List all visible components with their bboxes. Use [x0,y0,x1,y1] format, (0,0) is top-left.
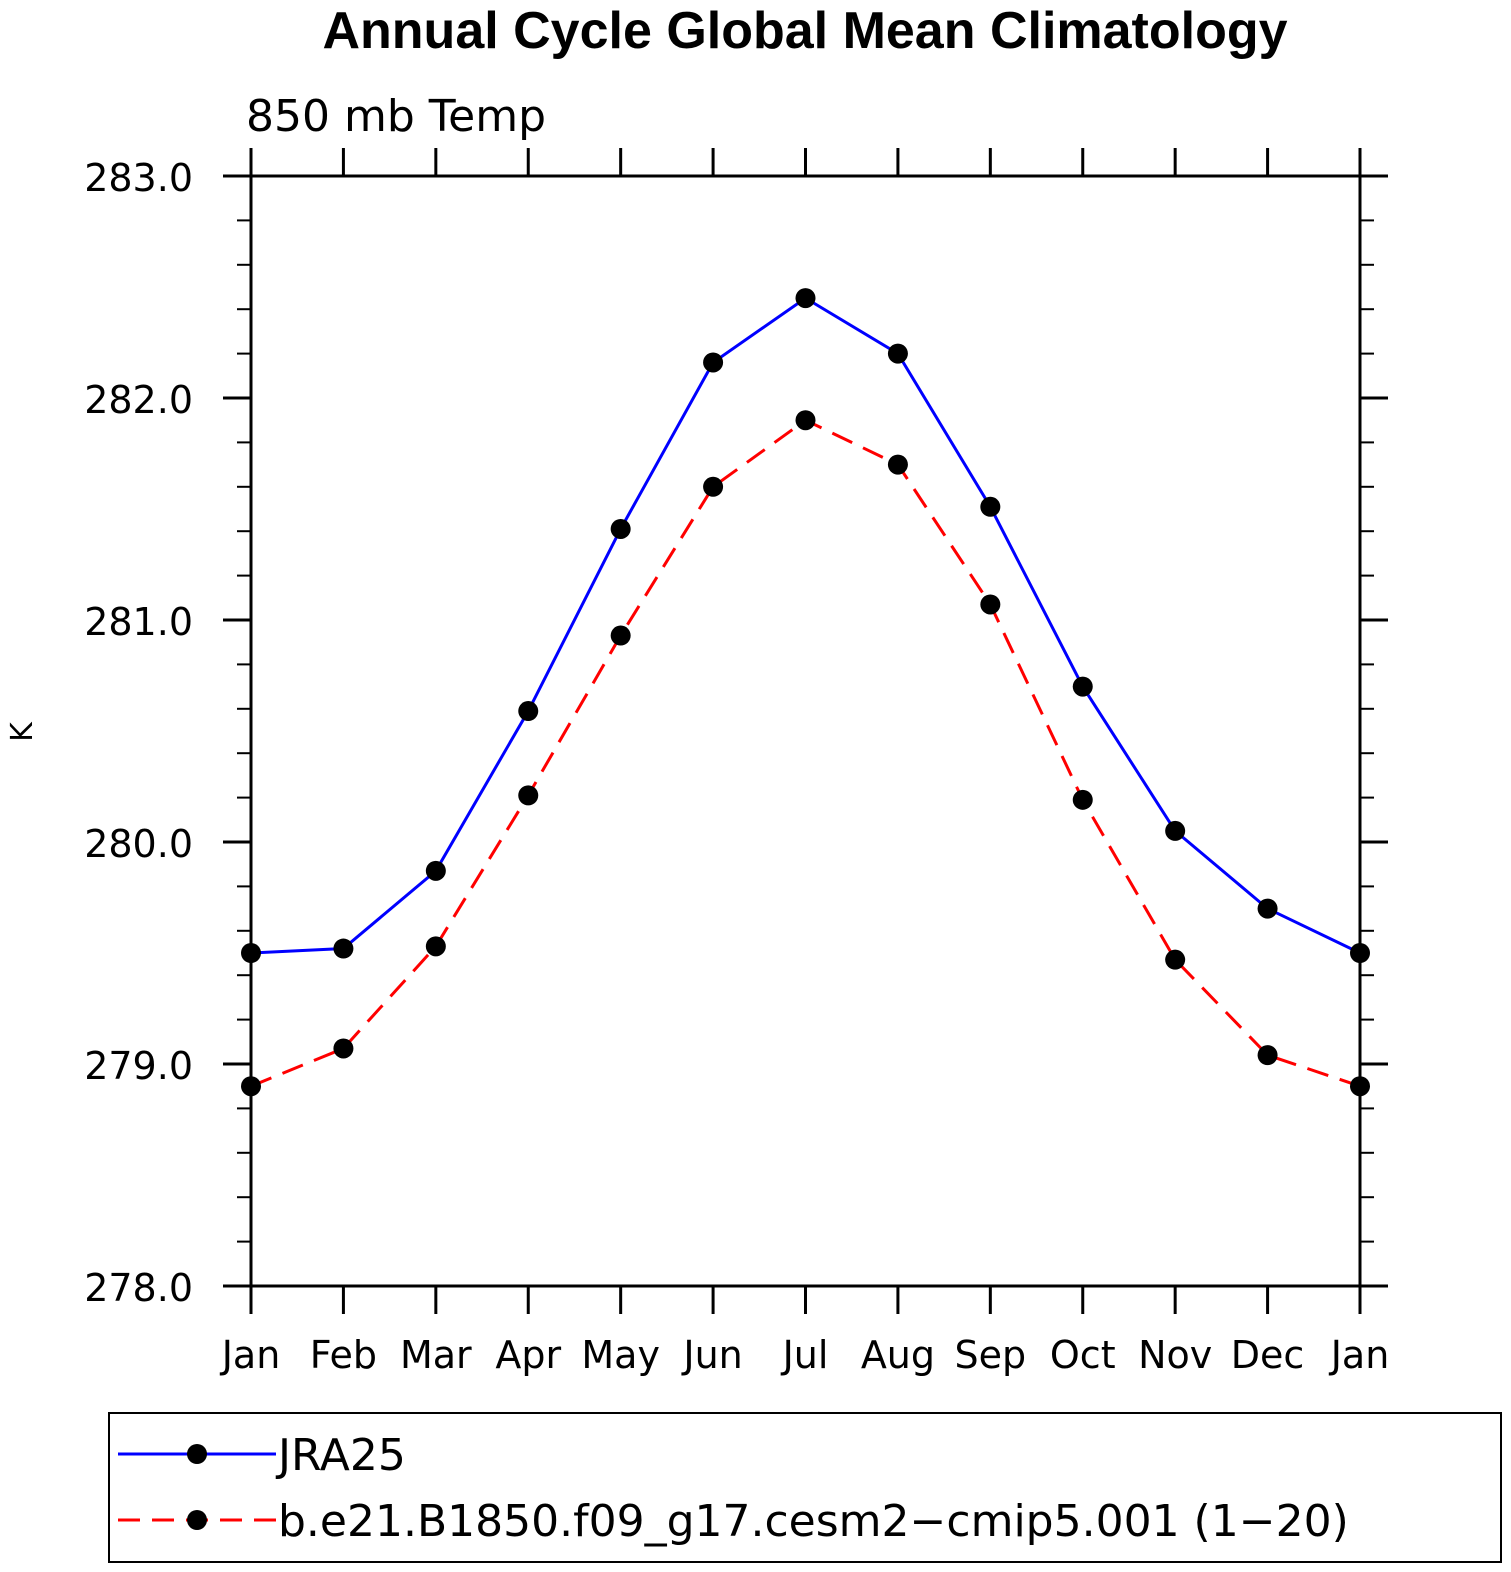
x-tick-label: Jul [781,1333,829,1377]
series-2-point [333,1038,354,1059]
y-tick-label: 278.0 [84,1266,193,1310]
x-tick-label: May [581,1333,660,1377]
series-1-point [980,496,1001,517]
series-1-point [703,352,724,373]
series-1-point [333,938,354,959]
series-1-point [241,943,261,963]
series-1-point [1165,820,1186,841]
series-2-point [795,410,816,431]
legend-label-1: JRA25 [275,1430,406,1481]
x-tick-label: Sep [955,1333,1027,1377]
legend-marker-2 [187,1510,207,1530]
series-2-point [610,625,631,646]
series-1-point [518,701,539,722]
y-tick-label: 279.0 [84,1044,193,1088]
series-line-1 [250,296,1361,955]
series-2-point [518,785,539,806]
x-tick-label: Feb [310,1333,377,1377]
x-tick-label: Dec [1231,1333,1305,1377]
legend-box [108,1412,1502,1563]
plot-frame [249,174,1362,1288]
series-2-point [1350,1076,1370,1097]
chart-title: Annual Cycle Global Mean Climatology [322,2,1287,60]
x-tick-label: Oct [1050,1333,1116,1377]
series-2-point [425,936,446,957]
y-tick-label: 280.0 [84,822,193,866]
series-2-point [1257,1045,1278,1066]
legend-marker-1 [187,1444,207,1464]
series-2-point [887,454,908,475]
series-2-point [703,476,724,497]
series-2-point [980,594,1001,615]
x-tick-label: Mar [400,1333,472,1377]
y-tick-label: 282.0 [84,378,193,422]
series-1-point [425,860,446,881]
series-1-point [1072,676,1093,697]
y-axis-label: K [5,721,40,742]
plot-area: Jan Feb Mar Apr May Jun Jul Aug Sep Oct Nov Dec Jan 2… [84,148,1389,1377]
series-1-point [887,343,908,364]
series-2-point [241,1076,261,1097]
x-tick-label: Jan [1329,1333,1390,1377]
series-2-point [1165,949,1186,970]
x-tick-label: Apr [495,1333,561,1377]
series-1-point [1257,898,1278,919]
chart-subtitle: 850 mb Temp [246,91,546,142]
y-tick-label: 283.0 [84,156,193,200]
series-1-point [1350,943,1370,963]
legend: JRA25 b.e21.B1850.f09_g17.cesm2−cmip5.001… [108,1412,1502,1563]
y-tick-label: 281.0 [84,600,193,644]
series-line-2 [250,418,1361,1088]
legend-label-2: b.e21.B1850.f09_g17.cesm2−cmip5.001 (1−2… [278,1496,1349,1547]
series-1-point [795,288,816,309]
x-tick-label: Jun [681,1333,742,1377]
x-tick-label: Aug [861,1333,935,1377]
series-1-point [610,518,631,539]
x-tick-label: Nov [1138,1333,1212,1377]
series-2-point [1072,789,1093,810]
x-tick-label: Jan [220,1333,281,1377]
